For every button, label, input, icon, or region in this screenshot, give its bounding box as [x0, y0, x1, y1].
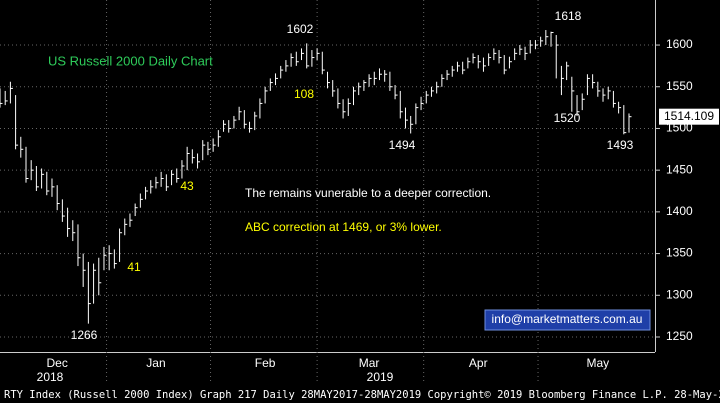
- x-tick-label: May: [586, 356, 609, 370]
- y-tick-label: 1400: [666, 204, 693, 218]
- chart-title: US Russell 2000 Daily Chart: [48, 53, 213, 68]
- annotation: 1493: [607, 138, 634, 152]
- annotation: 1602: [287, 22, 314, 36]
- x-tick-label: Apr: [469, 356, 488, 370]
- annotation: ABC correction at 1469, or 3% lower.: [245, 220, 442, 234]
- y-tick-label: 1350: [666, 246, 693, 260]
- year-label: 2019: [367, 370, 394, 384]
- year-label: 2018: [37, 370, 64, 384]
- y-tick-label: 1550: [666, 79, 693, 93]
- y-tick-label: 1450: [666, 162, 693, 176]
- plot: [0, 0, 655, 382]
- x-tick-label: Dec: [47, 356, 68, 370]
- x-tick-label: Mar: [359, 356, 380, 370]
- annotation: 1266: [71, 328, 98, 342]
- last-price-box: [659, 108, 719, 125]
- y-tick-label: 1250: [666, 329, 693, 343]
- contact-box: [484, 309, 651, 331]
- y-tick-label: 1300: [666, 287, 693, 301]
- annotation: 1520: [554, 111, 581, 125]
- x-tick-label: Jan: [146, 356, 165, 370]
- y-tick-label: 1600: [666, 37, 693, 51]
- annotation: 108: [294, 87, 314, 101]
- annotation: 1618: [555, 9, 582, 23]
- annotation: The remains vunerable to a deeper correc…: [245, 186, 491, 200]
- annotation: 1494: [389, 138, 416, 152]
- footer: RTY Index (Russell 2000 Index) Graph 217…: [4, 389, 720, 401]
- last-price: 1514.109: [664, 109, 714, 123]
- x-tick-label: Feb: [255, 356, 276, 370]
- annotation: 43: [180, 179, 194, 193]
- annotation: 41: [127, 260, 141, 274]
- contact: info@marketmatters.com.au: [492, 312, 643, 326]
